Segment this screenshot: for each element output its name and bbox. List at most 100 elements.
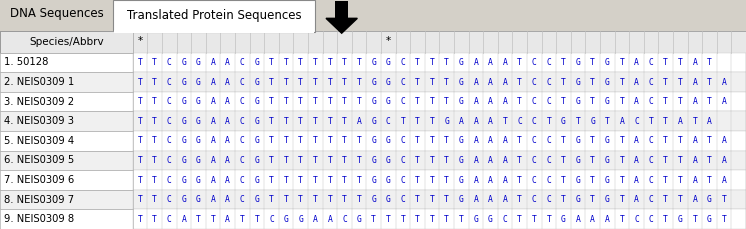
Text: T: T	[692, 215, 698, 224]
Text: A: A	[634, 195, 639, 204]
Text: G: G	[386, 156, 391, 165]
Text: C: C	[167, 175, 172, 185]
Text: T: T	[678, 175, 683, 185]
Text: T: T	[532, 215, 536, 224]
Text: T: T	[138, 195, 142, 204]
Text: T: T	[663, 156, 668, 165]
Text: T: T	[138, 117, 142, 126]
Text: 1. 50128: 1. 50128	[4, 57, 48, 68]
Text: C: C	[167, 136, 172, 145]
Text: A: A	[692, 156, 698, 165]
Text: T: T	[663, 117, 668, 126]
Text: G: G	[254, 78, 260, 87]
Text: T: T	[590, 58, 595, 67]
Polygon shape	[326, 18, 357, 33]
Text: C: C	[532, 58, 536, 67]
Text: T: T	[283, 97, 289, 106]
Text: T: T	[430, 195, 434, 204]
Text: A: A	[474, 195, 478, 204]
Text: C: C	[547, 97, 551, 106]
Text: C: C	[649, 215, 653, 224]
Text: T: T	[663, 195, 668, 204]
Text: C: C	[649, 156, 653, 165]
Text: C: C	[532, 136, 536, 145]
Text: T: T	[459, 215, 464, 224]
Bar	[0, 170, 133, 190]
Text: T: T	[561, 175, 566, 185]
Text: T: T	[283, 175, 289, 185]
Text: A: A	[692, 136, 698, 145]
Text: G: G	[590, 117, 595, 126]
Text: G: G	[576, 97, 580, 106]
Text: T: T	[313, 195, 318, 204]
Text: A: A	[474, 156, 478, 165]
Text: A: A	[210, 156, 216, 165]
Text: T: T	[152, 117, 157, 126]
Text: *: *	[386, 36, 391, 46]
Text: G: G	[605, 195, 609, 204]
Text: G: G	[196, 175, 201, 185]
Text: G: G	[576, 156, 580, 165]
Text: T: T	[517, 136, 522, 145]
Bar	[0, 151, 133, 170]
Text: T: T	[342, 97, 347, 106]
Text: A: A	[210, 97, 216, 106]
Text: C: C	[532, 156, 536, 165]
Bar	[0, 190, 133, 209]
Bar	[0, 112, 746, 131]
Text: T: T	[619, 136, 624, 145]
Text: G: G	[576, 175, 580, 185]
Text: A: A	[576, 215, 580, 224]
Text: T: T	[401, 215, 405, 224]
Text: T: T	[138, 156, 142, 165]
Text: G: G	[181, 58, 186, 67]
Text: T: T	[298, 156, 303, 165]
Text: C: C	[240, 78, 245, 87]
Text: G: G	[605, 136, 609, 145]
Text: T: T	[357, 156, 362, 165]
Text: A: A	[590, 215, 595, 224]
Text: T: T	[152, 78, 157, 87]
Bar	[0, 151, 746, 170]
Text: T: T	[561, 58, 566, 67]
Bar	[0, 92, 133, 112]
Text: A: A	[210, 175, 216, 185]
Text: T: T	[547, 117, 551, 126]
Text: G: G	[283, 215, 289, 224]
Text: C: C	[547, 175, 551, 185]
Text: T: T	[561, 97, 566, 106]
Text: G: G	[254, 136, 260, 145]
Text: T: T	[342, 136, 347, 145]
Text: A: A	[634, 136, 639, 145]
Text: T: T	[152, 58, 157, 67]
Text: C: C	[401, 136, 405, 145]
Bar	[0, 170, 746, 190]
Text: C: C	[532, 117, 536, 126]
Text: A: A	[488, 97, 493, 106]
Text: T: T	[707, 136, 712, 145]
Text: T: T	[445, 195, 449, 204]
Text: T: T	[517, 97, 522, 106]
Text: T: T	[430, 58, 434, 67]
Bar	[113, 0, 315, 32]
Text: T: T	[415, 195, 420, 204]
Text: G: G	[386, 78, 391, 87]
Text: C: C	[240, 58, 245, 67]
Text: C: C	[649, 58, 653, 67]
Text: G: G	[459, 78, 464, 87]
Text: A: A	[210, 195, 216, 204]
Text: G: G	[459, 195, 464, 204]
Text: C: C	[240, 156, 245, 165]
Text: A: A	[181, 215, 186, 224]
Text: T: T	[298, 175, 303, 185]
Text: T: T	[590, 156, 595, 165]
Text: T: T	[445, 136, 449, 145]
Text: A: A	[503, 136, 507, 145]
Text: T: T	[678, 156, 683, 165]
Bar	[0, 0, 746, 31]
Text: G: G	[372, 136, 376, 145]
Text: C: C	[167, 97, 172, 106]
Text: T: T	[283, 136, 289, 145]
Text: C: C	[532, 175, 536, 185]
Text: G: G	[372, 58, 376, 67]
